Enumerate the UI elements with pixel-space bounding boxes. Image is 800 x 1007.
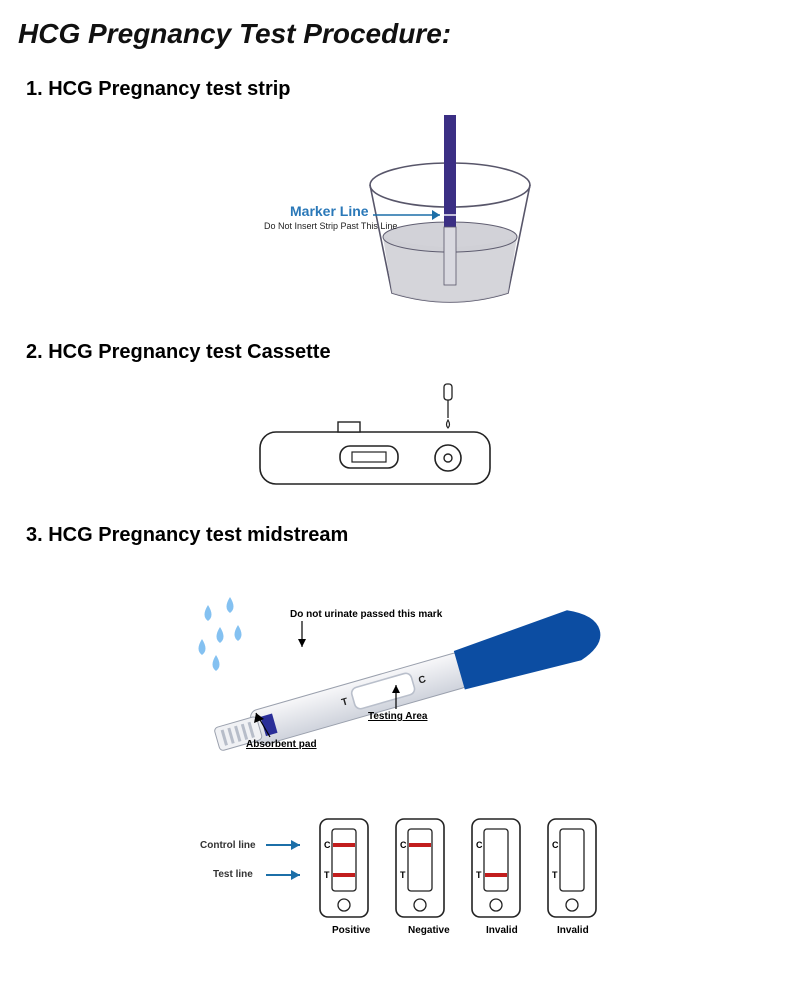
svg-text:T: T (552, 870, 558, 880)
result-label-0: Positive (332, 925, 370, 936)
marker-line-sublabel: Do Not Insert Strip Past This Line (264, 221, 397, 231)
midstream-absorbent-label: Absorbent pad (246, 739, 317, 750)
figure-cassette-wrap (18, 378, 782, 498)
midstream-do-not-label: Do not urinate passed this mark (290, 609, 442, 620)
figure-midstream-wrap: TC Do not urinate passed this mark Testi… (18, 561, 782, 781)
cassette-diagram-icon (220, 378, 580, 498)
heading-strip: 1. HCG Pregnancy test strip (26, 78, 782, 101)
svg-text:T: T (476, 870, 482, 880)
control-line-label: Control line (200, 840, 256, 851)
midstream-testing-area-label: Testing Area (368, 711, 427, 722)
result-label-1: Negative (408, 925, 450, 936)
test-line-label: Test line (213, 869, 253, 880)
figure-strip: Marker Line Do Not Insert Strip Past Thi… (220, 115, 580, 315)
heading-cassette: 2. HCG Pregnancy test Cassette (26, 341, 782, 364)
figure-midstream: TC Do not urinate passed this mark Testi… (160, 561, 640, 781)
svg-text:T: T (324, 870, 330, 880)
strip-diagram-icon (220, 115, 580, 315)
result-label-3: Invalid (557, 925, 589, 936)
svg-text:C: C (476, 840, 483, 850)
midstream-diagram-icon: TC (160, 561, 640, 781)
figure-strip-wrap: Marker Line Do Not Insert Strip Past Thi… (18, 115, 782, 315)
marker-line-label: Marker Line (290, 203, 369, 219)
svg-text:C: C (552, 840, 559, 850)
figure-cassette (220, 378, 580, 498)
svg-text:C: C (324, 840, 331, 850)
heading-midstream: 3. HCG Pregnancy test midstream (26, 524, 782, 547)
svg-text:T: T (400, 870, 406, 880)
page-title: HCG Pregnancy Test Procedure: (18, 18, 782, 50)
result-label-2: Invalid (486, 925, 518, 936)
figure-results-wrap: C T C T C T C T Control line Test line Positive… (18, 807, 782, 957)
figure-results: C T C T C T C T Control line Test line Positive… (160, 807, 640, 957)
svg-text:C: C (400, 840, 407, 850)
